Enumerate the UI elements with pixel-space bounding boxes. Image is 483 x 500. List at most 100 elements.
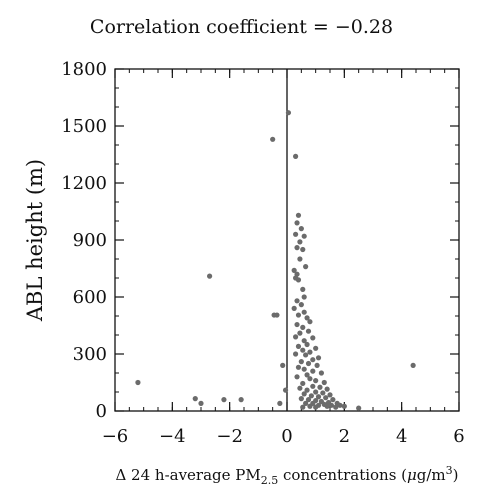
data-point — [297, 239, 303, 245]
data-point — [270, 136, 276, 142]
y-tick-label: 600 — [73, 287, 107, 308]
y-tick-label: 1500 — [61, 116, 107, 137]
data-point — [305, 360, 312, 367]
chart-title: Correlation coefficient = −0.28 — [89, 16, 394, 38]
data-point — [323, 395, 329, 401]
data-point — [282, 387, 289, 393]
data-point — [307, 403, 313, 409]
data-point — [293, 153, 299, 159]
data-point — [297, 330, 303, 336]
data-point — [307, 376, 313, 382]
y-tick-label: 1200 — [61, 173, 107, 194]
x-axis-title-main: Δ 24 h-average PM — [115, 466, 260, 484]
data-point — [327, 392, 333, 398]
data-point — [304, 372, 310, 378]
data-point — [295, 343, 302, 349]
data-point — [294, 298, 300, 304]
data-point — [285, 110, 292, 116]
data-point — [300, 286, 306, 292]
data-point — [135, 379, 141, 386]
data-point — [303, 400, 309, 406]
data-point — [308, 393, 314, 399]
data-point — [238, 397, 244, 403]
x-axis-title-subscript: 2.5 — [261, 474, 279, 487]
x-tick-labels: −6 −4 −2 0 2 4 6 — [102, 426, 465, 447]
data-point — [274, 312, 280, 318]
data-point — [307, 319, 313, 325]
data-point — [341, 403, 347, 409]
data-point — [295, 277, 302, 283]
data-point — [410, 362, 416, 368]
data-point — [295, 212, 302, 218]
data-point — [293, 231, 299, 237]
x-tick-label: −2 — [216, 426, 243, 447]
y-tick-label: 300 — [73, 344, 107, 365]
data-point — [313, 404, 319, 410]
data-point — [291, 267, 297, 273]
data-point — [333, 404, 339, 410]
data-point — [198, 400, 204, 406]
data-point — [294, 245, 300, 251]
data-point — [277, 400, 283, 406]
y-tick-label: 900 — [73, 230, 107, 251]
data-point — [304, 315, 310, 321]
data-point — [324, 403, 330, 409]
x-tick-label: 6 — [453, 426, 464, 447]
data-point — [310, 357, 316, 363]
x-axis-title-close: ) — [453, 466, 459, 484]
data-point — [314, 362, 320, 368]
data-point — [280, 362, 286, 368]
x-axis-title-superscript: 3 — [446, 464, 453, 477]
data-point — [301, 233, 307, 239]
data-point — [310, 368, 316, 374]
data-point — [315, 355, 322, 361]
data-point — [294, 321, 300, 328]
x-tick-label: 4 — [396, 426, 407, 447]
data-point — [300, 324, 306, 330]
data-point — [303, 352, 309, 358]
data-point — [307, 349, 313, 355]
data-point — [207, 273, 213, 279]
x-tick-label: −4 — [159, 426, 186, 447]
data-point — [317, 384, 323, 390]
data-points — [135, 110, 416, 411]
y-tick-label: 1800 — [61, 59, 107, 80]
data-point — [298, 359, 304, 365]
data-point — [328, 402, 335, 408]
x-tick-label: −6 — [102, 426, 129, 447]
data-point — [298, 302, 304, 308]
x-axis-title: Δ 24 h-average PM2.5 concentrations (μg/… — [115, 464, 458, 487]
data-point — [310, 383, 316, 389]
data-point — [315, 394, 322, 400]
data-point — [294, 220, 300, 226]
data-point — [320, 390, 326, 396]
x-tick-label: 2 — [339, 426, 350, 447]
data-point — [192, 396, 198, 402]
data-point — [303, 264, 309, 270]
data-point — [301, 294, 307, 300]
data-point — [305, 328, 312, 334]
data-point — [337, 402, 343, 408]
data-point — [305, 397, 312, 403]
x-axis-title-mu: μ — [407, 466, 417, 484]
data-point — [295, 312, 302, 318]
data-point — [298, 226, 304, 232]
data-point — [313, 378, 319, 384]
x-axis-title-unit: g/m — [417, 466, 446, 484]
data-point — [324, 386, 330, 392]
data-point — [301, 391, 307, 397]
data-point — [318, 370, 324, 376]
y-tick-label: 0 — [96, 401, 107, 422]
data-point — [330, 397, 336, 403]
data-point — [321, 379, 327, 386]
data-point — [310, 335, 316, 341]
data-point — [293, 351, 299, 357]
data-point — [291, 305, 297, 311]
data-point — [304, 341, 310, 348]
data-point — [293, 334, 299, 340]
data-point — [313, 389, 319, 395]
data-point — [297, 256, 303, 262]
data-point — [297, 385, 303, 391]
y-axis-title: ABL height (m) — [23, 159, 47, 322]
